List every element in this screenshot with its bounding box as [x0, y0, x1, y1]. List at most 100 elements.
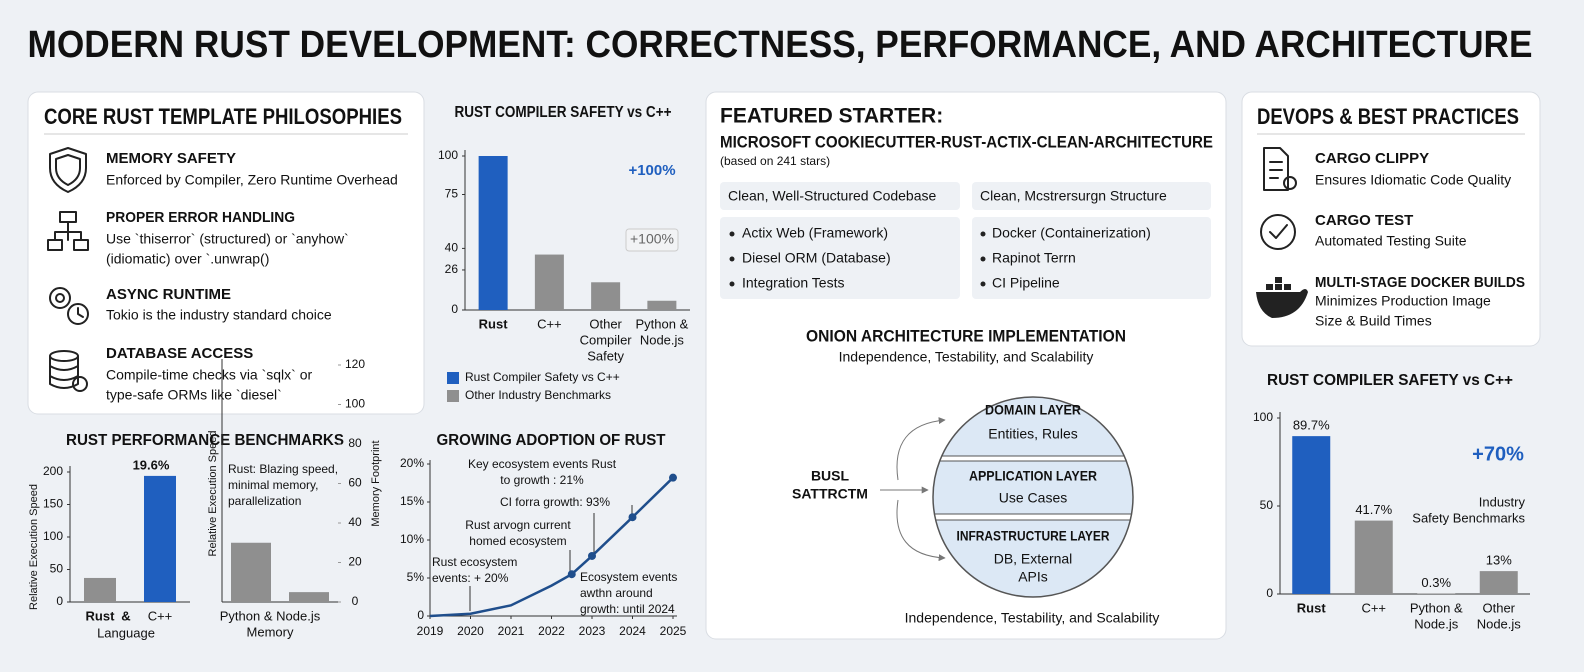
- column-box: [972, 217, 1211, 299]
- annotation: Rust ecosystem: [432, 555, 517, 569]
- list-item: Integration Tests: [742, 275, 844, 291]
- x-axis-label: Language: [97, 625, 155, 640]
- onion-title: ONION ARCHITECTURE IMPLEMENTATION: [806, 326, 1126, 345]
- x-axis-label: Python & Node.js: [220, 608, 321, 623]
- item-name: CARGO TEST: [1315, 212, 1413, 229]
- item-text: Ensures Idiomatic Code Quality: [1315, 172, 1511, 188]
- bar: [534, 254, 564, 310]
- x-tick-label: Node.js: [1414, 616, 1459, 631]
- page-title: MODERN RUST DEVELOPMENT: CORRECTNESS, PE…: [28, 24, 1533, 66]
- line: [429, 476, 674, 618]
- x-tick-label: 2021: [498, 624, 525, 638]
- y2-tick-label: 20: [348, 555, 362, 569]
- devops-card: [1241, 91, 1541, 347]
- annotation: events: + 20%: [432, 571, 509, 585]
- annotation: minimal memory,: [228, 478, 318, 492]
- item-text: Automated Testing Suite: [1315, 233, 1467, 249]
- featured-note: (based on 241 stars): [720, 154, 830, 168]
- point: [588, 551, 596, 560]
- annotation: Safety Benchmarks: [1412, 510, 1525, 525]
- item-text: Use `thiserror` (structured) or `anyhow`: [106, 231, 349, 247]
- docker-icon: [1256, 277, 1308, 318]
- layer-name: INFRASTRUCTURE LAYER: [957, 528, 1110, 544]
- bar: [1354, 520, 1393, 594]
- bar: [231, 542, 271, 602]
- axis-label: Relative Execution Speed: [207, 431, 219, 557]
- side-label: SATTRCTM: [792, 486, 868, 502]
- item-text: Compile-time checks via `sqlx` or: [106, 367, 312, 383]
- x-tick-label: Compiler: [580, 332, 633, 347]
- column-header-box: [972, 182, 1211, 210]
- arrow: [896, 499, 946, 562]
- y-tick-label: 50: [1260, 498, 1274, 512]
- bar: [1417, 593, 1456, 594]
- point: [669, 473, 677, 482]
- point: [567, 570, 576, 579]
- y-tick-label: 10%: [400, 532, 424, 546]
- x-tick-label: Rust: [1297, 600, 1327, 615]
- annotation: parallelization: [228, 494, 301, 508]
- point: [628, 513, 637, 522]
- item-name: MEMORY SAFETY: [106, 150, 236, 167]
- list-item: Docker (Containerization): [992, 225, 1151, 241]
- x-tick-label: Rust: [86, 608, 116, 623]
- bullet: [729, 256, 735, 262]
- item-text: Size & Build Times: [1315, 313, 1432, 329]
- axis-label: Relative Execution Speed: [28, 484, 40, 610]
- bullet: [980, 231, 986, 237]
- column-header: Clean, Mcstrersurgn Structure: [980, 188, 1167, 204]
- bar: [478, 156, 508, 310]
- value-label: 0.3%: [1421, 575, 1451, 590]
- legend-swatch: [447, 372, 459, 384]
- list-item: Actix Web (Framework): [742, 225, 888, 241]
- y2-tick-label: 120: [345, 357, 365, 371]
- layer-gap: [933, 514, 1133, 520]
- y-tick-label: 50: [50, 562, 64, 576]
- y-tick-label: 0: [56, 594, 63, 608]
- annotation: 19.6%: [133, 457, 170, 472]
- document-icon: [1263, 147, 1297, 191]
- y-tick-label: 75: [445, 187, 459, 201]
- list-item: Diesel ORM (Database): [742, 250, 891, 266]
- card-title: CORE RUST TEMPLATE PHILOSOPHIES: [44, 104, 402, 129]
- annotation: Industry: [1479, 494, 1526, 509]
- chart-title: RUST PERFORMANCE BENCHMARKS: [66, 432, 344, 449]
- gears-clock-icon: [49, 287, 89, 325]
- chart-title: GROWING ADOPTION OF RUST: [437, 432, 666, 449]
- legend-label: Rust Compiler Safety vs C++: [465, 370, 620, 384]
- annotation: Key ecosystem events Rust: [468, 457, 617, 471]
- list-item: Rapinot Terrn: [992, 250, 1076, 266]
- item-name: CARGO CLIPPY: [1315, 150, 1429, 167]
- y2-tick-label: 100: [345, 397, 365, 411]
- y2-tick-label: 40: [348, 515, 362, 529]
- bullet: [980, 256, 986, 262]
- bar: [1479, 571, 1518, 594]
- y-tick-label: 26: [445, 262, 459, 276]
- onion-fill: [933, 397, 1133, 597]
- y-tick-label: 20%: [400, 456, 424, 470]
- bar: [84, 577, 116, 602]
- bullets: [729, 231, 986, 287]
- y-tick-label: 100: [438, 148, 458, 162]
- value-label: 13%: [1486, 553, 1512, 568]
- annotation: CI forra growth: 93%: [500, 495, 610, 509]
- y2-tick-label: 60: [348, 476, 362, 490]
- layer-name: APPLICATION LAYER: [969, 468, 1097, 484]
- x-tick-label: C++: [537, 316, 562, 331]
- column-header-box: [720, 182, 960, 210]
- layer-name: DOMAIN LAYER: [985, 402, 1081, 418]
- onion-outline: [932, 396, 1134, 598]
- onion-footer: Independence, Testability, and Scalabili…: [905, 610, 1160, 626]
- database-icon: [49, 350, 88, 392]
- bar: [591, 282, 621, 310]
- x-tick-label: Node.js: [640, 332, 685, 347]
- featured-subtitle: MICROSOFT COOKIECUTTER-RUST-ACTIX-CLEAN-…: [720, 132, 1213, 151]
- value-label: 41.7%: [1355, 502, 1392, 517]
- layer-text: DB, External: [994, 551, 1073, 567]
- y-tick-label: 150: [43, 497, 63, 511]
- onion-diagram: [933, 397, 1133, 597]
- bar: [144, 475, 176, 602]
- x-tick-label: C++: [148, 608, 173, 623]
- item-name: ASYNC RUNTIME: [106, 286, 231, 303]
- x-tick-label: 2022: [538, 624, 565, 638]
